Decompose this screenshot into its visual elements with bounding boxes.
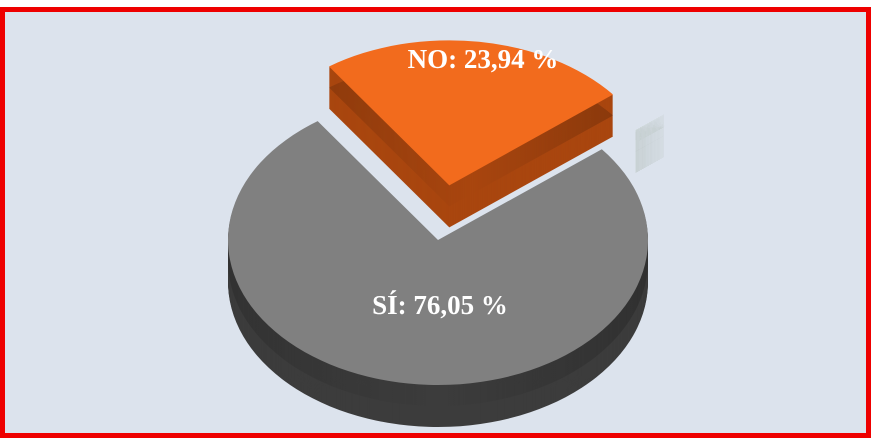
- slice-side: [500, 121, 665, 213]
- data-label: NO: 23,94 %: [408, 44, 559, 74]
- slice-side: [500, 141, 665, 233]
- slice-side: [500, 131, 665, 223]
- slice-side: [500, 126, 665, 218]
- slice-side: [500, 154, 665, 246]
- slice-top: [328, 40, 614, 186]
- slice-side: [500, 127, 665, 219]
- slice-side: [500, 122, 665, 214]
- slice-side: [500, 140, 665, 232]
- slice-side: [500, 119, 665, 211]
- slice-side: [500, 128, 665, 220]
- slice-side: [500, 147, 665, 239]
- slice-side: [500, 156, 665, 248]
- slice-side: [500, 137, 665, 229]
- slice-side-shade: [500, 135, 665, 227]
- slice-side: [500, 149, 665, 241]
- slice-side: [500, 134, 665, 226]
- slice-side: [500, 155, 665, 247]
- slice-side: [500, 151, 665, 243]
- slice-side: [500, 150, 665, 242]
- slice-side: [500, 132, 665, 224]
- slice-side: [500, 116, 665, 208]
- pie-slice: [328, 40, 614, 228]
- slice-side: [500, 136, 665, 228]
- slice-side: [500, 123, 665, 215]
- slice-top: [227, 121, 648, 385]
- slice-side: [500, 124, 665, 216]
- slice-side: [500, 146, 665, 238]
- slice-side: [500, 120, 665, 212]
- slice-side: [500, 148, 665, 240]
- slice-side: [500, 129, 665, 221]
- slice-side: [500, 143, 665, 235]
- slice-side: [500, 145, 665, 237]
- slice-side: [500, 125, 665, 217]
- pie-slice: [227, 121, 648, 427]
- slice-side: [500, 152, 665, 244]
- slice-side: [500, 130, 665, 222]
- slice-side: [500, 142, 665, 234]
- data-label: SÍ: 76,05 %: [372, 290, 508, 320]
- slice-side: [500, 118, 665, 210]
- slice-side: [500, 139, 665, 231]
- slice-side: [500, 117, 665, 209]
- slice-side: [500, 144, 665, 236]
- slice-side: [500, 153, 665, 245]
- slice-side: [500, 133, 665, 225]
- slice-side: [500, 115, 665, 207]
- slice-side: [500, 138, 665, 230]
- slice-top: [500, 114, 665, 206]
- pie-slice: [500, 114, 665, 248]
